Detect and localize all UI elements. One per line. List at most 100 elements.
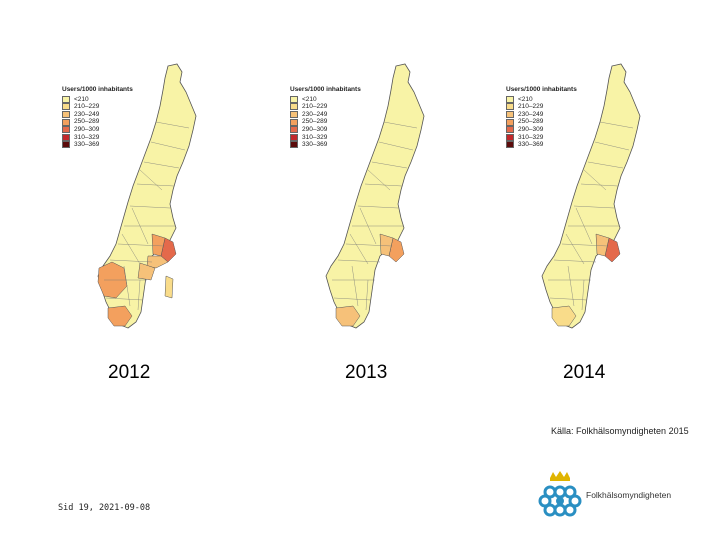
map-panel-2014: Users/1000 inhabitants <210 210–229 230–24…	[496, 58, 696, 348]
county-border	[367, 169, 391, 191]
legend-entry: 330–369	[62, 141, 133, 149]
region-skane	[335, 305, 361, 327]
legend-label: 230–249	[302, 110, 328, 118]
legend-entry: 290–309	[62, 126, 133, 134]
legend-label: 210–229	[74, 103, 100, 111]
legend-swatch	[290, 111, 298, 119]
county-border	[109, 259, 153, 263]
county-border	[351, 265, 359, 307]
legend-swatch	[290, 118, 298, 126]
legend-entry: 290–309	[290, 126, 361, 134]
region-ostergotland	[137, 262, 156, 281]
year-label-2013: 2013	[345, 362, 388, 383]
county-border	[337, 259, 381, 263]
legend-swatch	[62, 118, 70, 126]
legend-label: 230–249	[74, 110, 100, 118]
county-border	[573, 205, 615, 209]
county-border	[364, 183, 403, 187]
legend-title: Users/1000 inhabitants	[62, 86, 133, 93]
legend: Users/1000 inhabitants <210 210–229 230–24…	[290, 86, 361, 149]
legend-label: <210	[518, 95, 533, 103]
legend-entry: 330–369	[506, 141, 577, 149]
county-border	[150, 141, 186, 151]
county-border	[117, 243, 165, 247]
county-border	[580, 183, 619, 187]
crown-emblem-icon	[538, 471, 582, 517]
legend-swatch	[506, 118, 514, 126]
legend-entry: 230–249	[506, 111, 577, 119]
county-border	[131, 207, 149, 245]
county-border	[345, 243, 393, 247]
legend-entry: 210–229	[62, 103, 133, 111]
county-border	[333, 297, 372, 301]
region-uppsala	[379, 233, 394, 257]
legend-label: 310–329	[74, 133, 100, 141]
legend-swatch	[62, 133, 70, 141]
legend-entry: 290–309	[506, 126, 577, 134]
agency-logo: Folkhälsomyndigheten	[536, 470, 686, 520]
logo-wordmark: Folkhälsomyndigheten	[586, 490, 672, 500]
legend-label: 290–309	[74, 125, 100, 133]
county-border	[378, 141, 414, 151]
slide-footer: Sid 19, 2021-09-08	[58, 503, 151, 513]
county-border	[371, 161, 408, 169]
legend-label: 250–289	[74, 118, 100, 126]
legend-swatch	[506, 141, 514, 149]
county-border	[365, 279, 369, 311]
legend-swatch	[290, 126, 298, 134]
legend-swatch	[62, 111, 70, 119]
county-border	[587, 161, 624, 169]
county-border	[129, 205, 171, 209]
legend-entry: 230–249	[290, 111, 361, 119]
legend-swatch	[506, 111, 514, 119]
legend-entry: 310–329	[506, 134, 577, 142]
legend-swatch	[506, 126, 514, 134]
county-border	[594, 141, 630, 151]
county-border	[553, 259, 597, 263]
county-border	[383, 121, 418, 129]
legend-label: 210–229	[518, 103, 544, 111]
country-outline	[97, 63, 197, 329]
legend-entry: 210–229	[506, 103, 577, 111]
legend-entry: <210	[506, 96, 577, 104]
map-panel-2013: Users/1000 inhabitants <210 210–229 230–24…	[280, 58, 480, 348]
legend-entry: 210–229	[290, 103, 361, 111]
legend-title: Users/1000 inhabitants	[290, 86, 361, 93]
legend-label: 210–229	[302, 103, 328, 111]
legend-entry: 230–249	[62, 111, 133, 119]
region-skane	[551, 305, 577, 327]
region-gotland	[164, 275, 174, 299]
legend-title: Users/1000 inhabitants	[506, 86, 577, 93]
country-outline	[541, 63, 641, 329]
county-border	[583, 169, 607, 191]
legend-entry: 250–289	[62, 118, 133, 126]
year-label-2014: 2014	[563, 362, 606, 383]
legend-entry: 310–329	[62, 134, 133, 142]
sweden-map-2013	[325, 63, 425, 329]
legend-label: 330–369	[74, 141, 100, 149]
legend-entry: 250–289	[290, 118, 361, 126]
county-border	[136, 183, 175, 187]
legend-swatch	[506, 133, 514, 141]
legend-swatch	[290, 133, 298, 141]
legend-swatch	[290, 141, 298, 149]
region-skane	[107, 305, 133, 327]
country-outline	[325, 63, 425, 329]
county-border	[155, 121, 190, 129]
county-border	[121, 233, 141, 265]
legend-swatch	[290, 103, 298, 111]
county-border	[105, 297, 144, 301]
legend-entry: <210	[62, 96, 133, 104]
county-border	[581, 279, 585, 311]
map-panel-2012: Users/1000 inhabitants <210 210–229 230–24…	[52, 58, 252, 348]
county-border	[357, 205, 399, 209]
county-border	[599, 121, 634, 129]
county-border	[139, 169, 163, 191]
legend-swatch	[62, 95, 70, 103]
legend-label: 310–329	[518, 133, 544, 141]
county-border	[567, 265, 575, 307]
legend-entry: 330–369	[290, 141, 361, 149]
legend-label: 250–289	[302, 118, 328, 126]
sweden-map-2012	[97, 63, 197, 329]
county-border	[561, 243, 609, 247]
